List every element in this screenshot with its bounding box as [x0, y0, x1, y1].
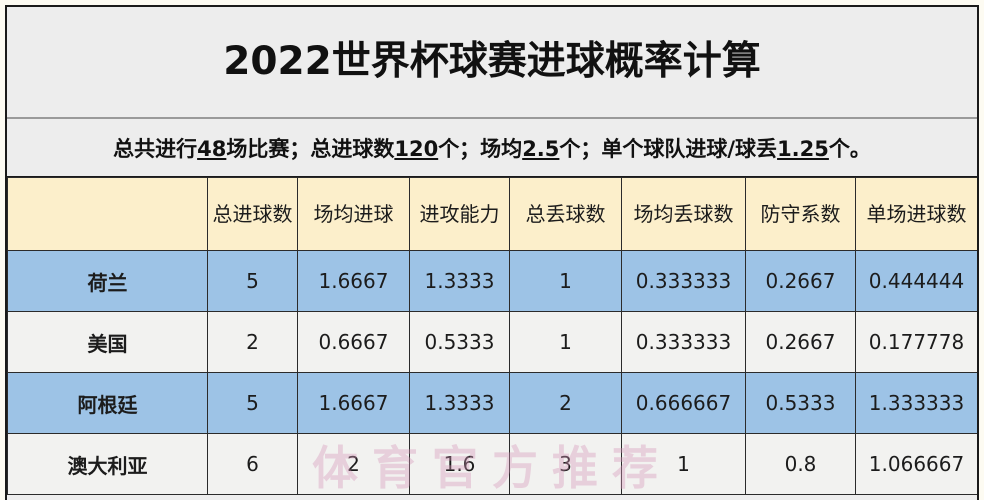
- col-header-avg-conceded: 场均丢球数: [621, 177, 746, 251]
- col-header-team: [7, 177, 208, 251]
- summary-seg-1: 总共进行: [113, 136, 198, 161]
- cell-avg-goals: 0.6667: [297, 311, 410, 373]
- summary-value-per-team: 1.25: [777, 136, 829, 161]
- cell-total-goals: 5: [207, 372, 298, 434]
- cell-team: 澳大利亚: [7, 433, 208, 495]
- col-header-total-conceded: 总丢球数: [509, 177, 622, 251]
- cell-defense-coef: 0.8: [745, 433, 856, 495]
- page-title: 2022世界杯球赛进球概率计算: [223, 38, 761, 84]
- cell-total-conceded: 1: [509, 311, 622, 373]
- content-frame: 2022世界杯球赛进球概率计算 总共进行48场比赛；总进球数120个；场均2.5…: [5, 5, 979, 500]
- table-row: 阿根廷 5 1.6667 1.3333 2 0.666667 0.5333 1.…: [7, 372, 977, 434]
- stats-table: 总进球数 场均进球 进攻能力 总丢球数 场均丢球数 防守系数 单场进球数 荷兰 …: [7, 177, 977, 495]
- cell-total-goals: 5: [207, 250, 298, 312]
- cell-defense-coef: 0.2667: [745, 250, 856, 312]
- cell-total-goals: 2: [207, 311, 298, 373]
- cell-defense-coef: 0.2667: [745, 311, 856, 373]
- cell-goals-per-match: 0.177778: [855, 311, 977, 373]
- cell-total-conceded: 1: [509, 250, 622, 312]
- cell-defense-coef: 0.5333: [745, 372, 856, 434]
- cell-attack-power: 0.5333: [409, 311, 510, 373]
- cell-attack-power: 1.6: [409, 433, 510, 495]
- cell-team: 荷兰: [7, 250, 208, 312]
- cell-avg-conceded: 0.666667: [621, 372, 746, 434]
- cell-goals-per-match: 1.066667: [855, 433, 977, 495]
- cell-total-conceded: 3: [509, 433, 622, 495]
- cell-attack-power: 1.3333: [409, 372, 510, 434]
- summary-value-matches: 48: [197, 136, 227, 161]
- cell-attack-power: 1.3333: [409, 250, 510, 312]
- summary-seg-3: 个；场均: [438, 136, 523, 161]
- cell-avg-conceded: 0.333333: [621, 311, 746, 373]
- title-band: 2022世界杯球赛进球概率计算: [7, 7, 977, 119]
- table-header-row: 总进球数 场均进球 进攻能力 总丢球数 场均丢球数 防守系数 单场进球数: [7, 177, 977, 251]
- cell-avg-goals: 2: [297, 433, 410, 495]
- cell-avg-goals: 1.6667: [297, 372, 410, 434]
- cell-goals-per-match: 0.444444: [855, 250, 977, 312]
- cell-avg-conceded: 0.333333: [621, 250, 746, 312]
- summary-text: 总共进行48场比赛；总进球数120个；场均2.5个；单个球队进球/球丢1.25个…: [113, 133, 871, 163]
- table-head: 总进球数 场均进球 进攻能力 总丢球数 场均丢球数 防守系数 单场进球数: [7, 177, 977, 251]
- summary-value-avg-goals: 2.5: [522, 136, 560, 161]
- table-row: 美国 2 0.6667 0.5333 1 0.333333 0.2667 0.1…: [7, 311, 977, 373]
- summary-seg-2: 场比赛；总进球数: [226, 136, 395, 161]
- summary-seg-4: 个；单个球队进球/球丢: [559, 136, 778, 161]
- cell-total-goals: 6: [207, 433, 298, 495]
- col-header-avg-goals: 场均进球: [297, 177, 410, 251]
- table-row: 澳大利亚 6 2 1.6 3 1 0.8 1.066667: [7, 433, 977, 495]
- col-header-total-goals: 总进球数: [207, 177, 298, 251]
- table-body: 荷兰 5 1.6667 1.3333 1 0.333333 0.2667 0.4…: [7, 250, 977, 495]
- col-header-goals-per-match: 单场进球数: [855, 177, 977, 251]
- cell-avg-goals: 1.6667: [297, 250, 410, 312]
- cell-team: 美国: [7, 311, 208, 373]
- summary-seg-5: 个。: [828, 136, 871, 161]
- col-header-defense-coef: 防守系数: [745, 177, 856, 251]
- cell-avg-conceded: 1: [621, 433, 746, 495]
- cell-total-conceded: 2: [509, 372, 622, 434]
- summary-band: 总共进行48场比赛；总进球数120个；场均2.5个；单个球队进球/球丢1.25个…: [7, 119, 977, 177]
- summary-value-total-goals: 120: [394, 136, 439, 161]
- col-header-attack-power: 进攻能力: [409, 177, 510, 251]
- cell-goals-per-match: 1.333333: [855, 372, 977, 434]
- table-row: 荷兰 5 1.6667 1.3333 1 0.333333 0.2667 0.4…: [7, 250, 977, 312]
- cell-team: 阿根廷: [7, 372, 208, 434]
